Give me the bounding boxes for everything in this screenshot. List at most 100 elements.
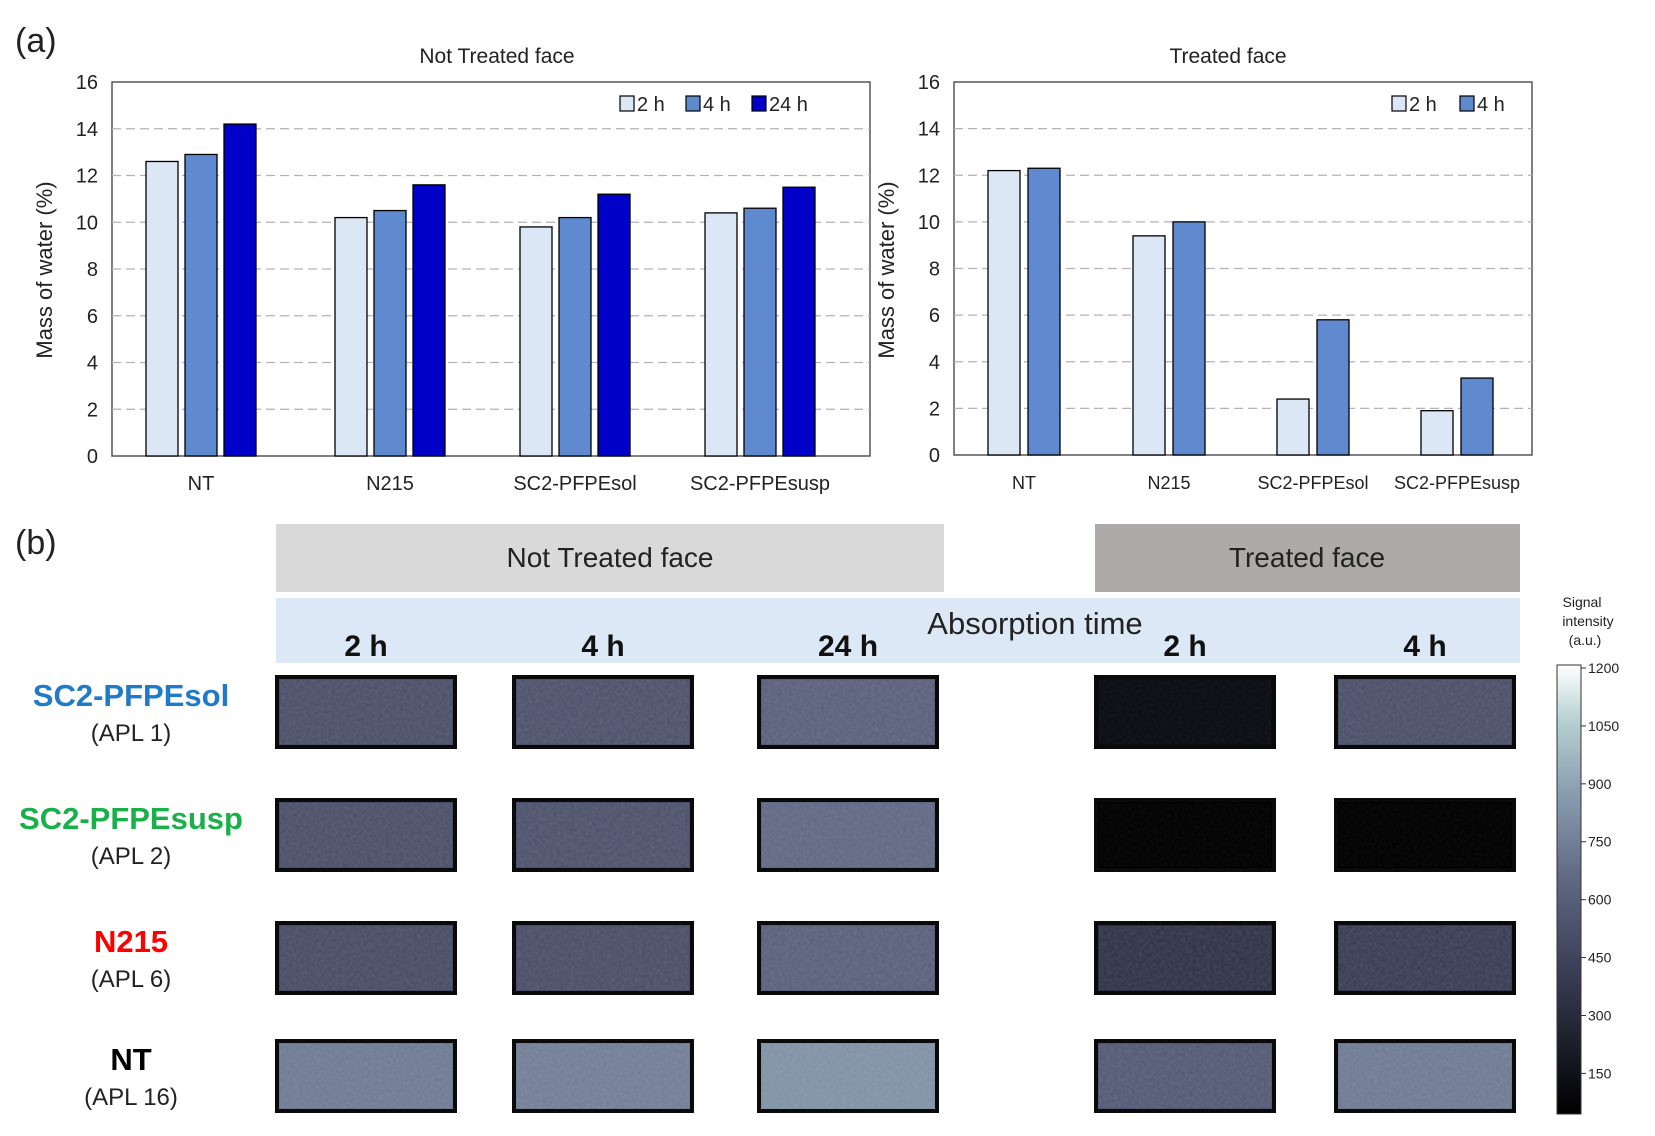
y-tick-label: 14 <box>918 119 940 141</box>
colorbar-title-line: Signal <box>1563 594 1602 610</box>
legend-label: 2 h <box>637 94 665 116</box>
y-tick-label: 10 <box>918 212 940 234</box>
row-label-name: N215 <box>94 924 168 959</box>
absorption-time-label: Absorption time <box>927 606 1142 641</box>
sample-image-texture <box>1099 803 1271 867</box>
row-label-apl: (APL 1) <box>91 720 171 747</box>
sample-image-texture <box>1339 680 1511 744</box>
legend-swatch <box>751 95 767 112</box>
colorbar-tick-label: 1050 <box>1588 718 1619 734</box>
sample-image-texture <box>280 680 452 744</box>
sample-image-texture <box>1339 1044 1511 1108</box>
y-tick-label: 6 <box>87 306 98 328</box>
legend: 2 h 4 h <box>1391 94 1505 116</box>
sample-image-texture <box>517 1044 689 1108</box>
absorption-band <box>276 598 1520 663</box>
bar-4h-SC2-PFPEsusp <box>743 207 777 457</box>
sample-image-texture <box>280 803 452 867</box>
sample-image-texture <box>1339 803 1511 867</box>
colorbar-tick-label: 450 <box>1588 950 1612 966</box>
bar-4h-NT <box>1027 167 1061 456</box>
legend-swatch <box>685 95 701 112</box>
bar-2h-NT <box>987 169 1021 456</box>
sample-image-texture <box>762 1044 934 1108</box>
sample-image-texture <box>517 680 689 744</box>
bar-24h-SC2-PFPEsol <box>597 193 631 457</box>
y-tick-label: 16 <box>918 72 940 94</box>
row-label-apl: (APL 16) <box>84 1084 178 1111</box>
y-tick-labels: 0 2 4 6 8 10 12 14 16 <box>918 72 940 467</box>
time-label: 2 h <box>1163 630 1206 663</box>
header-not-treated-label: Not Treated face <box>506 542 713 573</box>
y-tick-label: 4 <box>87 353 98 375</box>
sample-image-texture <box>517 926 689 990</box>
bar-2h-N215 <box>1132 235 1166 456</box>
bar-24h-SC2-PFPEsusp <box>782 186 816 457</box>
time-label: 4 h <box>581 630 624 663</box>
time-label: 2 h <box>344 630 387 663</box>
bar-4h-N215 <box>373 209 407 457</box>
y-tick-labels: 0 2 4 6 8 10 12 14 16 <box>76 72 98 468</box>
x-tick-label: NT <box>188 473 215 495</box>
x-tick-label: NT <box>1012 473 1036 493</box>
bar-2h-SC2-PFPEsol <box>519 226 553 457</box>
y-tick-label: 16 <box>76 72 98 94</box>
y-tick-label: 12 <box>918 165 940 187</box>
y-axis-label: Mass of water (%) <box>874 181 899 358</box>
x-tick-label: SC2-PFPEsusp <box>690 473 830 495</box>
x-tick-labels: NT N215 SC2-PFPEsol SC2-PFPEsusp <box>188 473 830 495</box>
bar-2h-N215 <box>334 216 368 457</box>
sample-image-texture <box>762 680 934 744</box>
y-tick-label: 14 <box>76 119 98 141</box>
x-tick-label: SC2-PFPEsusp <box>1394 473 1520 493</box>
header-not-treated <box>276 524 944 592</box>
bar-2h-NT <box>145 160 179 457</box>
legend-swatch <box>1391 95 1407 112</box>
sample-image-texture <box>280 1044 452 1108</box>
y-tick-label: 0 <box>929 445 940 467</box>
y-tick-label: 2 <box>87 399 98 421</box>
chart-not-treated-face: Not Treated face 0 2 4 6 8 10 12 14 16 NT N215 SC2… <box>32 45 871 495</box>
colorbar-tick-label: 600 <box>1588 892 1612 908</box>
bar-2h-SC2-PFPEsusp <box>1420 410 1454 456</box>
legend: 2 h 4 h 24 h <box>619 94 808 116</box>
legend-label: 4 h <box>703 94 731 116</box>
time-labels: 2 h 4 h 24 h 2 h 4 h <box>344 630 1446 663</box>
row-label-name: SC2-PFPEsusp <box>19 801 243 836</box>
y-tick-label: 4 <box>929 352 940 374</box>
sample-image-texture <box>762 926 934 990</box>
bars-group <box>145 123 816 457</box>
legend-label: 4 h <box>1477 94 1505 116</box>
time-label: 4 h <box>1403 630 1446 663</box>
sample-image-texture <box>280 926 452 990</box>
sample-image-texture <box>1339 926 1511 990</box>
y-tick-label: 6 <box>929 305 940 327</box>
y-axis-label: Mass of water (%) <box>32 181 57 358</box>
colorbar-ticks: 1200 1050 900 750 600 450 300 150 <box>1581 660 1619 1081</box>
sample-image-texture <box>762 803 934 867</box>
legend-swatch <box>619 95 635 112</box>
bar-4h-NT <box>184 153 218 457</box>
time-label: 24 h <box>818 630 878 663</box>
sample-image-texture <box>1099 680 1271 744</box>
chart-title: Treated face <box>1169 45 1286 68</box>
colorbar-tick-label: 150 <box>1588 1065 1612 1081</box>
bar-2h-SC2-PFPEsusp <box>704 212 738 457</box>
bar-4h-SC2-PFPEsol <box>558 216 592 457</box>
x-tick-label: SC2-PFPEsol <box>1257 473 1368 493</box>
bar-4h-SC2-PFPEsol <box>1316 319 1350 456</box>
chart-treated-face: Treated face 0 2 4 6 8 10 12 14 16 NT N215 SC2-PFP… <box>874 45 1533 493</box>
header-treated <box>1095 524 1520 592</box>
panel-a-label: (a) <box>15 22 57 60</box>
x-tick-label: SC2-PFPEsol <box>513 473 636 495</box>
colorbar-tick-label: 1200 <box>1588 660 1619 676</box>
y-tick-label: 0 <box>87 446 98 468</box>
header-treated-label: Treated face <box>1229 542 1385 573</box>
y-tick-label: 2 <box>929 398 940 420</box>
legend-swatch <box>1459 95 1475 112</box>
colorbar-title-line: (a.u.) <box>1569 632 1602 648</box>
sample-image-texture <box>517 803 689 867</box>
bar-4h-SC2-PFPEsusp <box>1460 377 1494 456</box>
bar-2h-SC2-PFPEsol <box>1276 398 1310 456</box>
